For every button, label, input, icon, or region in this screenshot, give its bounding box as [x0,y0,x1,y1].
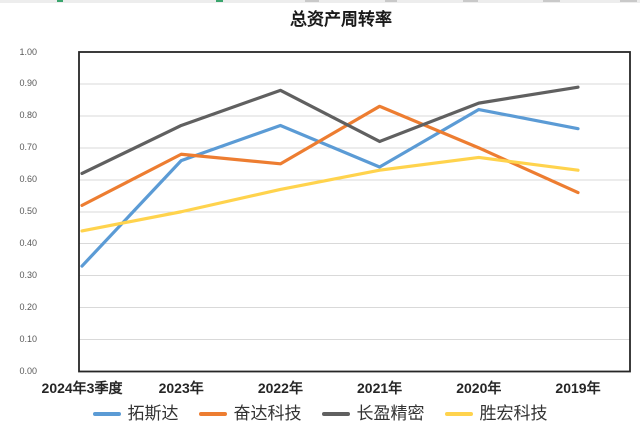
y-tick-label: 0.10 [19,334,37,345]
legend-item-胜宏科技: 胜宏科技 [444,404,548,424]
y-tick-label: 0.40 [19,238,37,249]
legend-label: 长盈精密 [356,404,425,424]
legend: 拓斯达 奋达科技 长盈精密 胜宏科技 [0,402,640,426]
series-line-奋达科技 [80,104,580,207]
y-tick-label: 0.50 [19,206,37,217]
top-strip-mark [57,0,63,2]
legend-label: 拓斯达 [127,404,179,424]
x-category-label: 2022年 [257,380,303,396]
top-strip-mark [463,0,478,2]
y-tick-label: 1.00 [19,46,37,57]
top-strip-mark [543,0,560,2]
x-category-label: 2024年3季度 [41,380,123,396]
legend-item-奋达科技: 奋达科技 [198,404,302,424]
top-strip-mark [385,0,397,2]
x-category-label: 2020年 [456,380,502,396]
y-tick-label: 0.20 [19,302,37,313]
top-strip-mark [305,0,319,2]
series-line-胜宏科技 [80,155,580,233]
legend-label: 奋达科技 [233,404,302,424]
x-category-label: 2019年 [555,380,601,396]
y-tick-label: 0.30 [19,270,37,281]
legend-line-swatch [198,412,227,416]
y-tick-label: 0.90 [19,78,37,89]
y-tick-label: 0.80 [19,110,37,121]
series-line-长盈精密 [80,85,580,176]
legend-line-swatch [444,412,473,416]
legend-line-swatch [92,412,121,416]
y-tick-label: 0.70 [19,142,37,153]
chart-title: 总资产周转率 [290,10,392,30]
top-strip-mark [216,0,223,2]
legend-line-swatch [321,412,350,416]
top-strip-mark [620,0,637,2]
series-line-拓斯达 [80,107,580,268]
plot-border [78,51,631,373]
top-strip [0,0,640,3]
legend-label: 胜宏科技 [479,404,548,424]
y-tick-label: 0.00 [19,366,37,376]
legend-item-拓斯达: 拓斯达 [92,404,179,424]
x-category-label: 2021年 [357,380,403,396]
y-tick-label: 0.60 [19,174,37,185]
x-category-label: 2023年 [158,380,204,396]
legend-item-长盈精密: 长盈精密 [321,404,425,424]
